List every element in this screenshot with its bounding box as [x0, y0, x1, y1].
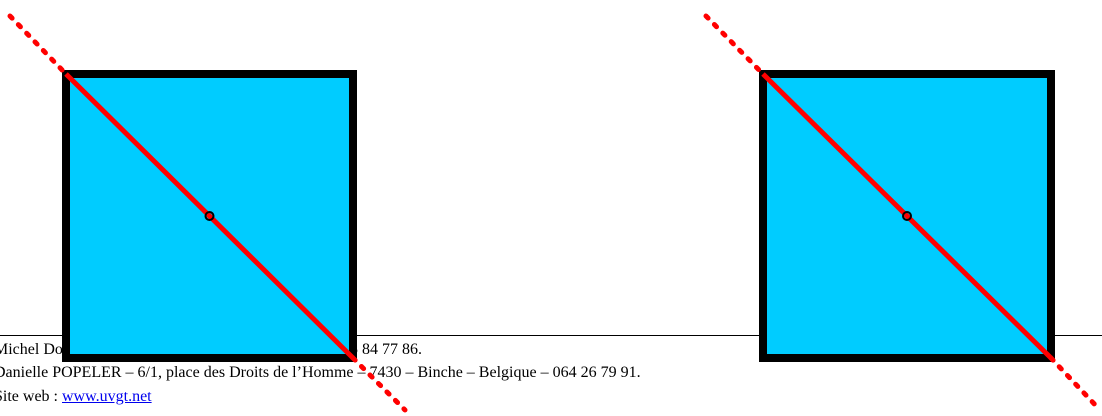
footer-contact-line-2: Danielle POPELER – 6/1, place des Droits…: [0, 364, 641, 381]
left-center-point: [204, 211, 215, 221]
footer-rule: [0, 335, 1102, 336]
right-diagonal-dotted-start: [703, 13, 766, 77]
right-diagonal-solid: [761, 72, 1053, 360]
website-link[interactable]: www.uvgt.net: [62, 388, 152, 405]
footer-website-line: Site web : www.uvgt.net: [0, 387, 152, 407]
left-diagonal-dotted-end: [350, 355, 408, 413]
right-center-point: [902, 211, 912, 221]
website-label: Site web :: [0, 388, 62, 405]
left-figure: [7, 13, 408, 413]
right-diagonal-dotted-end: [1048, 355, 1102, 413]
right-figure: [703, 13, 1102, 413]
left-diagonal-dotted-start: [7, 13, 69, 77]
left-diagonal-solid: [64, 72, 355, 360]
